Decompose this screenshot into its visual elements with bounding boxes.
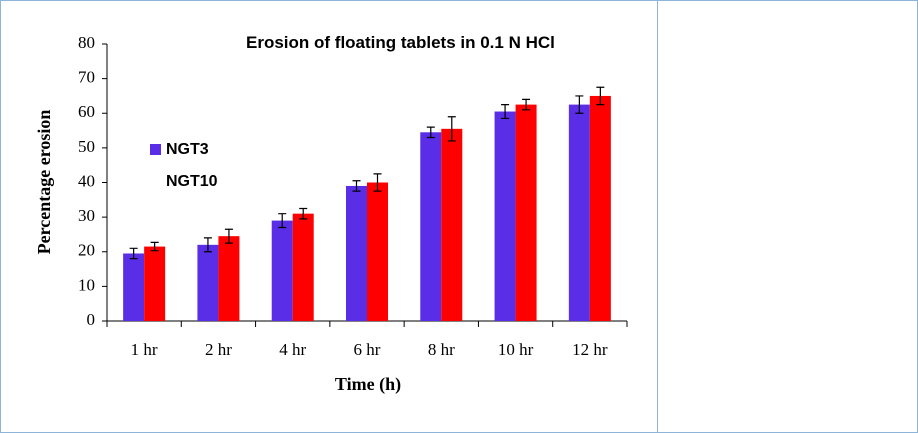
bar <box>144 246 166 321</box>
bar <box>568 104 590 321</box>
x-tick-label: 1 hr <box>131 340 158 359</box>
y-tick-label: 10 <box>78 275 95 294</box>
legend-swatch <box>150 144 161 155</box>
legend-label: NGT10 <box>166 173 218 190</box>
error-bar <box>278 213 287 229</box>
error-bar <box>596 86 605 106</box>
bar <box>494 111 516 321</box>
chart-title: Erosion of floating tablets in 0.1 N HCl <box>246 33 555 52</box>
x-axis-label: Time (h) <box>335 374 401 395</box>
bar <box>218 236 240 321</box>
y-tick-label: 70 <box>78 68 95 87</box>
bar <box>441 128 463 321</box>
error-bar <box>501 103 510 120</box>
y-tick-label: 50 <box>78 137 95 156</box>
bar <box>515 104 537 321</box>
legend-label: NGT3 <box>166 141 209 158</box>
x-tick-label: 6 hr <box>354 340 381 359</box>
x-tick-label: 2 hr <box>205 340 232 359</box>
error-bar <box>522 98 531 111</box>
y-tick-label: 40 <box>78 171 95 190</box>
bar <box>346 185 367 321</box>
error-bar <box>224 228 233 244</box>
error-bar <box>203 237 212 253</box>
x-tick-label: 8 hr <box>428 340 455 359</box>
error-bar <box>150 241 159 252</box>
error-bar <box>299 207 308 220</box>
bar <box>123 253 145 321</box>
error-bar <box>373 173 382 192</box>
x-tick-label: 10 hr <box>498 340 534 359</box>
bar <box>271 220 293 321</box>
x-tick-label: 4 hr <box>279 340 306 359</box>
bar <box>420 132 442 321</box>
y-tick-label: 30 <box>78 206 95 225</box>
error-bar <box>426 126 435 139</box>
y-tick-label: 20 <box>78 241 95 260</box>
y-tick-label: 0 <box>87 310 96 329</box>
error-bar <box>575 95 584 114</box>
error-bar <box>447 116 456 142</box>
y-axis-label: Percentage erosion <box>34 110 54 255</box>
bar <box>292 213 314 321</box>
y-tick-label: 60 <box>78 102 95 121</box>
bar <box>197 244 219 321</box>
separator <box>657 0 658 433</box>
error-bar <box>129 247 138 260</box>
y-tick-label: 80 <box>78 33 95 52</box>
x-tick-label: 12 hr <box>572 340 608 359</box>
bar <box>589 95 611 321</box>
bar <box>367 182 388 321</box>
error-bar <box>352 180 361 192</box>
